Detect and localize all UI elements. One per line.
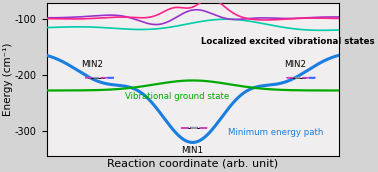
Text: Minimum energy path: Minimum energy path [228,128,323,137]
Text: MIN1: MIN1 [181,146,204,155]
Text: Localized excited vibrational states: Localized excited vibrational states [201,37,375,46]
X-axis label: Reaction coordinate (arb. unit): Reaction coordinate (arb. unit) [107,159,278,169]
Y-axis label: Energy (cm⁻¹): Energy (cm⁻¹) [3,43,14,116]
Text: MIN2: MIN2 [82,60,104,69]
Text: Vibrational ground state: Vibrational ground state [125,92,230,101]
Text: MIN2: MIN2 [285,60,307,69]
